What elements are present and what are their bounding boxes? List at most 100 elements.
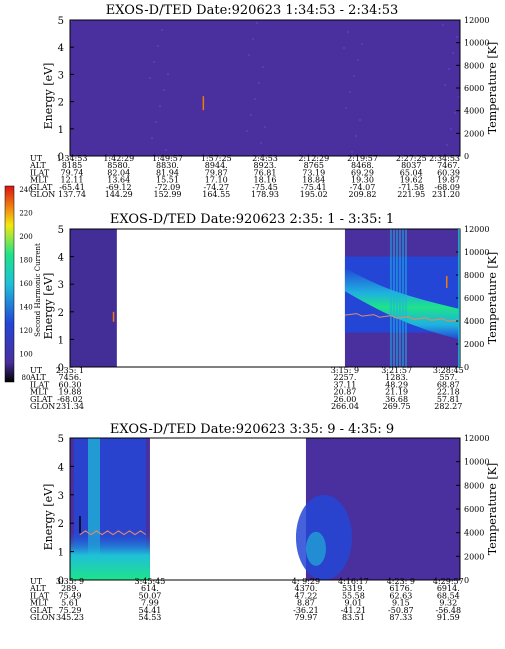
noise-speck <box>70 20 72 22</box>
orbit-value: -68.09 <box>434 183 460 192</box>
noise-speck <box>361 43 363 45</box>
orbit-value: 2:4:53 <box>252 154 278 163</box>
orbit-value: 79.87 <box>205 168 228 177</box>
orbit-value: 75.29 <box>59 606 82 615</box>
energy-tick-label: 4 <box>58 462 64 473</box>
orbit-row-label: UT <box>30 154 43 163</box>
energy-tick-label: 4 <box>58 253 64 264</box>
noise-speck <box>452 52 454 54</box>
noise-speck <box>250 114 252 116</box>
energy-tick-label: 3 <box>58 491 64 502</box>
colorbar: 240 220 200 180 160 140 120 100 80 Second Harmoni… <box>4 185 42 383</box>
orbit-value: 26.00 <box>333 395 356 404</box>
orbit-value: 4:23: 9 <box>387 577 415 586</box>
temperature-tick-label: 0 <box>464 363 469 372</box>
temperature-tick-label: 8000 <box>464 481 484 490</box>
vertical-streak <box>395 229 398 367</box>
orbit-value: 57.81 <box>437 395 460 404</box>
orbit-value: 4370. <box>294 584 317 593</box>
temperature-tick-label: 10000 <box>464 248 489 257</box>
noise-speck <box>442 24 444 26</box>
noise-speck <box>246 130 248 132</box>
noise-speck <box>343 47 345 49</box>
orbit-value: 557. <box>439 373 457 382</box>
orbit-value: 18.16 <box>254 176 277 185</box>
vertical-streak <box>404 229 407 367</box>
orbit-value: 68.87 <box>437 380 460 389</box>
temperature-curve <box>344 313 461 322</box>
orbit-value: 69.29 <box>351 168 374 177</box>
temperature-tick-label: 0 <box>464 152 469 161</box>
noise-speck <box>153 61 155 63</box>
orbit-value: 79.97 <box>294 613 317 622</box>
orbit-value: 4:29:57 <box>433 577 464 586</box>
orbit-value: 289. <box>61 584 79 593</box>
energy-axis-label: Energy [eV] <box>42 273 55 340</box>
noise-speck <box>258 82 260 84</box>
orbit-value: 164.55 <box>202 190 230 199</box>
noise-speck <box>345 107 347 109</box>
spike-mark <box>446 275 448 288</box>
noise-speck <box>155 121 157 123</box>
orbit-value: 8830. <box>156 161 179 170</box>
orbit-value: 8037 <box>401 161 421 170</box>
orbit-value: 8944. <box>205 161 228 170</box>
orbit-value: 87.33 <box>389 613 412 622</box>
orbit-value: 137.74 <box>58 190 86 199</box>
orbit-row-label: GLON <box>30 613 55 622</box>
coverage-region <box>70 20 460 156</box>
panel-title: EXOS-D/TED Date:920623 1:34:53 - 2:34:53 <box>106 3 399 18</box>
orbit-value: 1:57:25 <box>201 154 232 163</box>
orbit-value: 282.27 <box>434 402 462 411</box>
orbit-value: 37.11 <box>333 380 356 389</box>
orbit-value: 68.54 <box>437 591 460 600</box>
orbit-value: 83.51 <box>342 613 365 622</box>
orbit-value: 76.81 <box>254 168 277 177</box>
orbit-value: -68.02 <box>57 395 83 404</box>
spike-mark <box>202 96 205 111</box>
energy-tick-label: 2 <box>58 98 64 109</box>
orbit-value: 231.34 <box>56 402 84 411</box>
orbit-value: 2257. <box>333 373 356 382</box>
orbit-row-label: MLT <box>30 176 49 185</box>
orbit-value: -50.87 <box>388 606 414 615</box>
orbit-value: 20.87 <box>333 388 356 397</box>
noise-speck <box>454 112 456 114</box>
orbit-value: 614. <box>141 584 159 593</box>
panel-title: EXOS-D/TED Date:920623 3:35: 9 - 4:35: 9 <box>110 422 394 437</box>
panel-title: EXOS-D/TED Date:920623 2:35: 1 - 3:35: 1 <box>110 212 394 227</box>
temperature-tick-label: 8000 <box>464 271 484 280</box>
temperature-tick-label: 2000 <box>464 340 484 349</box>
orbit-value: 345.23 <box>56 613 84 622</box>
orbit-value: 1:49:57 <box>152 154 183 163</box>
orbit-value: 50.07 <box>138 591 161 600</box>
temperature-tick-label: 6000 <box>464 294 484 303</box>
orbit-value: 62.63 <box>389 591 412 600</box>
noise-speck <box>446 144 448 146</box>
colorbar-tick-label: 120 <box>19 327 32 335</box>
energy-tick-label: 5 <box>58 225 64 236</box>
orbit-value: 65.04 <box>400 168 423 177</box>
noise-speck <box>256 22 258 24</box>
orbit-value: 3:21:57 <box>381 366 412 375</box>
coverage-region <box>70 229 117 367</box>
orbit-value: 4:16:17 <box>338 577 369 586</box>
colorbar-tick-label: 100 <box>19 351 32 359</box>
vertical-streak <box>401 229 404 367</box>
orbit-value: 6914. <box>437 584 460 593</box>
orbit-value: 152.99 <box>154 190 182 199</box>
colorbar-tick-label: 200 <box>19 233 32 241</box>
orbit-value: -75.41 <box>301 183 327 192</box>
blue-region <box>295 494 352 580</box>
temperature-tick-label: 12000 <box>464 225 489 234</box>
energy-tick-label: 0 <box>58 576 64 587</box>
orbit-value: 18.84 <box>302 176 325 185</box>
energy-tick-label: 3 <box>58 280 64 291</box>
orbit-row-label: MLT <box>30 388 49 397</box>
noise-speck <box>151 137 153 139</box>
spike-mark <box>112 311 115 322</box>
panel-3: EXOS-D/TED Date:920623 3:35: 9 - 4:35: 9… <box>29 422 499 622</box>
noise-speck <box>264 126 266 128</box>
noise-speck <box>163 89 165 91</box>
